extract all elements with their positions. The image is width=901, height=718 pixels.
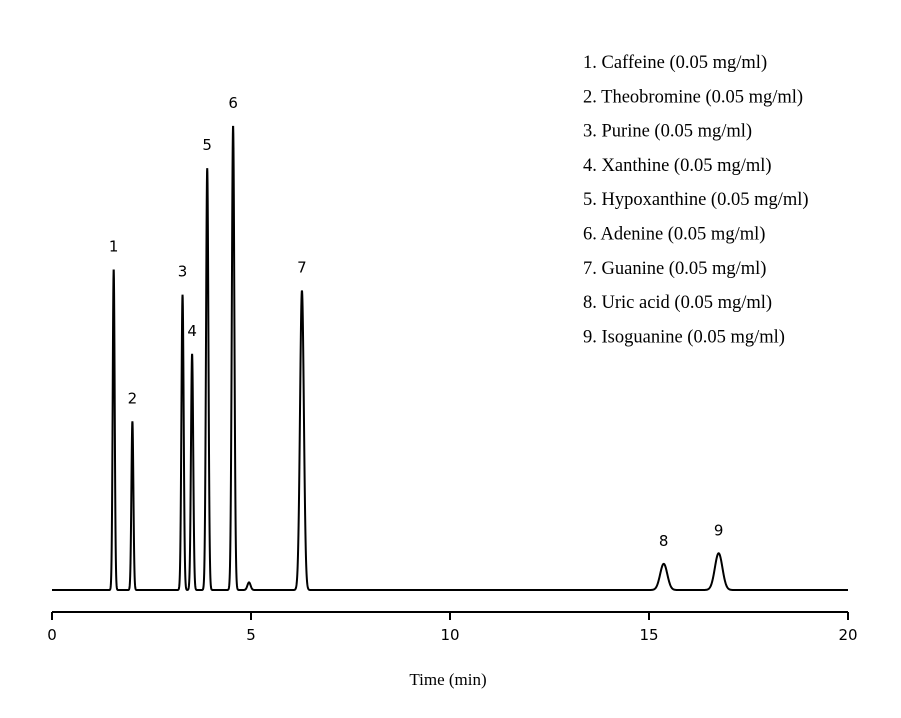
chromatogram-trace (52, 125, 848, 591)
legend-entry: 5. Hypoxanthine (0.05 mg/ml) (583, 190, 809, 210)
legend-entry: 7. Guanine (0.05 mg/ml) (583, 259, 766, 279)
peak-label-9: 9 (714, 521, 724, 539)
x-tick-label: 10 (440, 626, 459, 644)
legend-entry: 6. Adenine (0.05 mg/ml) (583, 225, 765, 245)
legend-entry: 2. Theobromine (0.05 mg/ml) (583, 87, 803, 107)
legend-entry: 8. Uric acid (0.05 mg/ml) (583, 293, 772, 313)
peak-label-6: 6 (228, 94, 238, 112)
peak-label-5: 5 (202, 136, 212, 154)
legend-entry: 1. Caffeine (0.05 mg/ml) (583, 53, 767, 73)
x-axis-title: Time (min) (409, 670, 486, 689)
peak-label-1: 1 (109, 237, 119, 255)
legend-entry: 3. Purine (0.05 mg/ml) (583, 122, 752, 142)
peak-labels: 1 2 3 4 5 6 7 8 9 (109, 94, 723, 550)
legend-entry: 4. Xanthine (0.05 mg/ml) (583, 156, 772, 176)
peak-label-2: 2 (128, 389, 138, 407)
peak-label-8: 8 (659, 532, 669, 550)
legend: 1. Caffeine (0.05 mg/ml) 2. Theobromine (… (583, 53, 809, 347)
x-tick-label: 0 (47, 626, 57, 644)
x-tick-label: 15 (639, 626, 658, 644)
peak-label-3: 3 (178, 263, 188, 281)
peak-label-4: 4 (187, 322, 197, 340)
legend-entry: 9. Isoguanine (0.05 mg/ml) (583, 327, 785, 347)
x-tick-label: 20 (838, 626, 857, 644)
peak-label-7: 7 (297, 259, 307, 277)
x-tick-label: 5 (246, 626, 256, 644)
x-axis-ticks: 0 5 10 15 20 (47, 612, 858, 644)
